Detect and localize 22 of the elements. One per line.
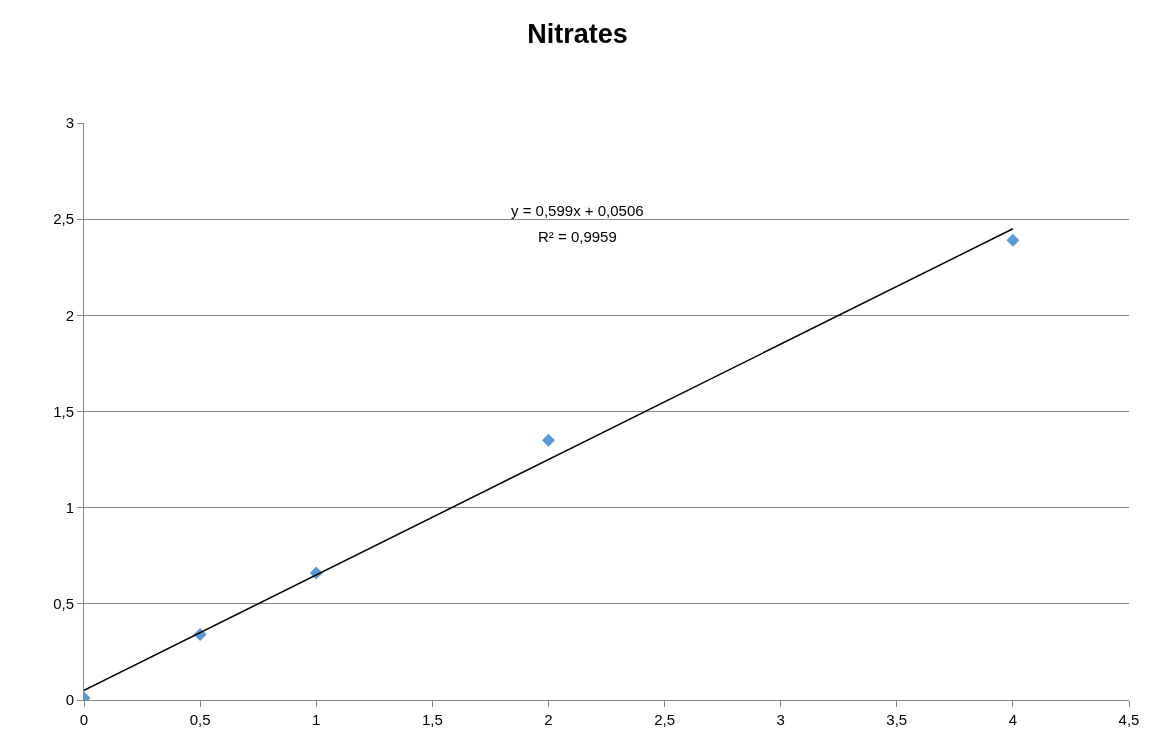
point — [541, 433, 555, 447]
annotation: y = 0,599x + 0,0506 — [511, 202, 644, 219]
x-tick-label: 4 — [1008, 711, 1018, 728]
x-tick-label: 1 — [312, 711, 321, 728]
y-tick-label: 1,5 — [53, 402, 74, 420]
y-tick-label: 1 — [65, 498, 74, 516]
x-tick-label: 0 — [79, 711, 89, 728]
x-tick-label: 2,5 — [654, 711, 675, 728]
y-tick-label: 0 — [65, 691, 74, 709]
y-tick-label: 2 — [65, 306, 74, 324]
x-tick-label: 1,5 — [421, 711, 443, 728]
x-tick-label: 3 — [776, 711, 785, 728]
x-tick-label: 3,5 — [886, 711, 908, 728]
y-tick-label: 2,5 — [53, 210, 74, 228]
point — [1006, 233, 1020, 247]
y-tick-label: 0,5 — [53, 595, 74, 613]
chart-title: Nitrates — [527, 18, 628, 49]
x-tick-label: 2 — [544, 711, 553, 728]
annotation: R² = 0,9959 — [538, 228, 617, 245]
x-tick-label: 0,5 — [189, 711, 211, 728]
x-tick-label: 4,5 — [1118, 711, 1140, 728]
y-tick-label: 3 — [65, 114, 74, 132]
